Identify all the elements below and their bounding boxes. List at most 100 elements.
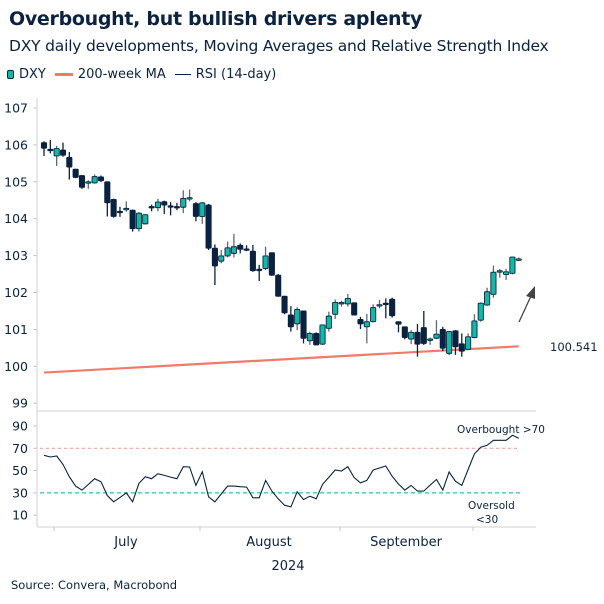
candle-body bbox=[344, 297, 351, 305]
candle bbox=[395, 321, 402, 333]
candle-body bbox=[509, 256, 516, 274]
candle bbox=[104, 181, 111, 217]
legend-label: DXY bbox=[19, 67, 46, 82]
candle bbox=[300, 310, 307, 344]
candle bbox=[123, 201, 130, 212]
candle-body bbox=[433, 333, 440, 339]
candle-body bbox=[186, 197, 193, 200]
candle bbox=[116, 206, 124, 217]
candle bbox=[357, 316, 364, 330]
candle bbox=[414, 323, 421, 357]
candle-body bbox=[325, 315, 332, 329]
candle-body bbox=[199, 202, 206, 217]
ma-end-label: 100.541 bbox=[550, 340, 598, 354]
candle bbox=[243, 245, 250, 252]
candle bbox=[376, 299, 383, 309]
candle bbox=[167, 202, 174, 216]
candle-body bbox=[249, 250, 256, 272]
candle-swatch-icon bbox=[7, 70, 14, 79]
candle bbox=[281, 295, 288, 315]
candle-body bbox=[275, 274, 282, 297]
candle bbox=[458, 333, 465, 357]
candle bbox=[180, 190, 187, 214]
candle-body bbox=[357, 318, 364, 325]
candle bbox=[382, 298, 389, 319]
candle-body bbox=[351, 302, 358, 316]
candle-body bbox=[465, 336, 472, 350]
candle bbox=[142, 214, 149, 225]
candle-body bbox=[439, 328, 446, 349]
candle bbox=[59, 142, 67, 157]
candle bbox=[433, 320, 440, 339]
candle bbox=[205, 203, 212, 251]
y-tick-label: 107 bbox=[4, 101, 28, 116]
candle-body bbox=[237, 244, 244, 250]
x-tick-label-september: September bbox=[370, 535, 443, 550]
candle bbox=[496, 268, 503, 278]
legend-item-ma: 200-week MA bbox=[54, 67, 166, 82]
candle-body bbox=[47, 148, 54, 152]
candle bbox=[370, 304, 377, 323]
x-tick-label-august: August bbox=[246, 535, 292, 550]
candle-body bbox=[490, 271, 497, 295]
candle bbox=[332, 299, 339, 320]
candle-body bbox=[268, 252, 275, 276]
candle-body bbox=[59, 149, 67, 156]
legend-label: 200-week MA bbox=[77, 67, 166, 82]
legend-label: RSI (14-day) bbox=[195, 67, 277, 82]
candle bbox=[401, 326, 408, 340]
candle bbox=[408, 330, 415, 345]
candle bbox=[389, 297, 396, 318]
candle bbox=[477, 302, 484, 322]
candle-body bbox=[66, 156, 73, 168]
oversold-annotation: Oversold bbox=[468, 500, 515, 512]
candle-body bbox=[281, 295, 288, 314]
candle-body bbox=[319, 324, 326, 345]
candle bbox=[249, 244, 256, 272]
candle-body bbox=[256, 268, 263, 272]
candle bbox=[256, 264, 263, 282]
rsi-y-tick-label: 50 bbox=[12, 463, 28, 478]
candle bbox=[148, 204, 155, 212]
candle-body bbox=[211, 247, 218, 267]
candle-body bbox=[53, 148, 60, 157]
legend-item-dxy: DXY bbox=[7, 67, 46, 82]
candle-body bbox=[427, 338, 434, 341]
candle-body bbox=[420, 327, 427, 344]
line-swatch-icon bbox=[54, 73, 73, 76]
rsi-y-tick-label: 30 bbox=[12, 485, 28, 500]
candle bbox=[224, 241, 231, 258]
candle bbox=[192, 202, 199, 222]
candle-body bbox=[515, 258, 522, 261]
legend-item-rsi: RSI (14-day) bbox=[174, 67, 277, 82]
candle bbox=[439, 326, 446, 352]
candle bbox=[237, 243, 244, 254]
chart-title: Overbought, but bullish drivers aplenty bbox=[9, 8, 423, 30]
candle-body bbox=[262, 255, 269, 269]
rsi-y-tick-label: 70 bbox=[12, 441, 28, 456]
candle-body bbox=[104, 181, 111, 204]
candle-body bbox=[129, 209, 136, 230]
y-tick-label: 104 bbox=[4, 211, 28, 226]
y-tick-label: 106 bbox=[4, 137, 28, 152]
candle bbox=[471, 314, 478, 339]
x-axis-year-label: 2024 bbox=[271, 559, 304, 574]
candle-body bbox=[161, 201, 168, 206]
candle bbox=[294, 307, 301, 331]
candle bbox=[129, 209, 136, 232]
y-tick-label: 99 bbox=[12, 396, 28, 411]
rsi-line bbox=[43, 434, 520, 508]
candle bbox=[363, 313, 370, 344]
candle bbox=[91, 174, 98, 184]
candle bbox=[503, 268, 510, 280]
candle-body bbox=[91, 176, 98, 184]
y-tick-label: 101 bbox=[4, 322, 28, 337]
candle bbox=[78, 175, 86, 189]
candle bbox=[484, 287, 491, 306]
candle-body bbox=[452, 330, 459, 348]
candle-body bbox=[389, 298, 396, 317]
candle bbox=[351, 302, 358, 316]
candle bbox=[275, 274, 282, 297]
candle-body bbox=[300, 310, 307, 339]
candle bbox=[344, 293, 351, 307]
